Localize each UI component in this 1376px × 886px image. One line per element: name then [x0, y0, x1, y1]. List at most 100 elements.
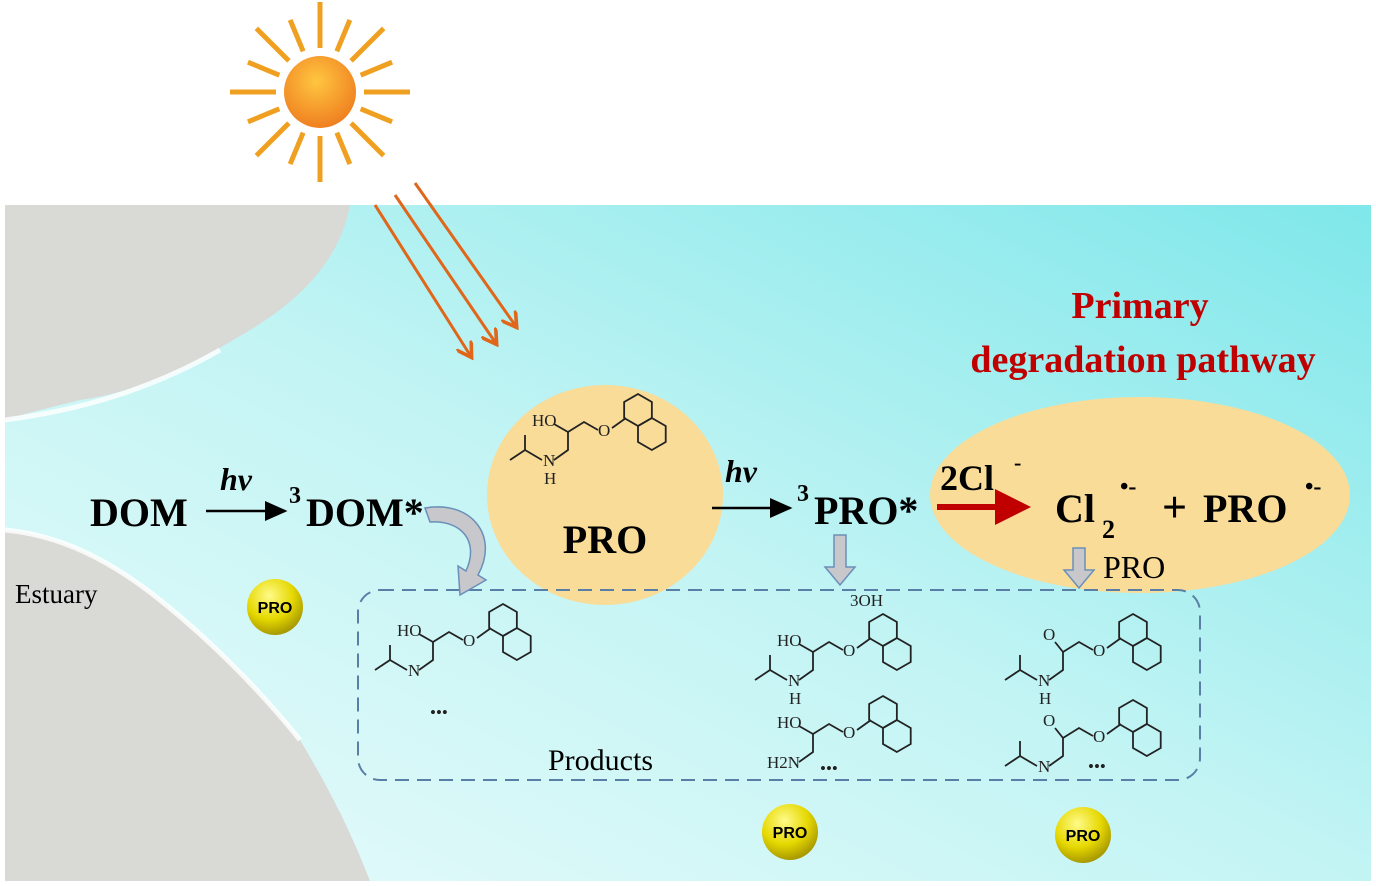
bond — [1019, 669, 1038, 681]
atom-label: ••• — [430, 703, 448, 722]
bond — [1106, 723, 1122, 735]
atom-label: H — [544, 469, 556, 488]
hv-label-2: hv — [725, 453, 758, 489]
sun-ray — [254, 26, 291, 63]
atom-label: N — [543, 451, 555, 470]
atom-label: H — [1039, 689, 1051, 708]
bond — [1054, 641, 1064, 653]
atom-label: N — [1038, 757, 1050, 776]
bond — [637, 416, 667, 452]
land-bottom — [5, 530, 370, 881]
bond — [418, 633, 434, 643]
sun-ray — [287, 18, 306, 53]
bond — [476, 627, 492, 639]
sun-icon — [230, 2, 410, 182]
atom-label: HO — [397, 621, 422, 640]
atom-label: O — [843, 723, 855, 742]
atom-label: O — [463, 631, 475, 650]
bond — [856, 637, 872, 649]
sun-ray — [359, 59, 394, 78]
bond — [882, 636, 912, 672]
chloride-label: 2Cl — [940, 458, 994, 498]
plus-sign: + — [1162, 483, 1187, 532]
estuary-label: Estuary — [15, 579, 98, 609]
atom-label: ••• — [1088, 757, 1106, 776]
bond — [553, 423, 569, 433]
atom-label: O — [598, 421, 610, 440]
sun-ray — [349, 121, 386, 158]
shoreline — [4, 347, 222, 423]
atom-label: ••• — [820, 759, 838, 778]
pro-radical-sup: •- — [1305, 474, 1321, 500]
primary-title-line2: degradation pathway — [970, 339, 1315, 381]
pro-molecule-ball: PRO — [762, 804, 818, 860]
atom-label: O — [1093, 641, 1105, 660]
atom-label: N — [1038, 671, 1050, 690]
pro-excited-label: PRO* — [814, 488, 918, 533]
bond — [798, 725, 814, 735]
light-rays — [373, 182, 515, 355]
down-arrow-pro — [823, 534, 857, 587]
sun-ray — [246, 59, 281, 78]
pathway-ellipse — [930, 397, 1350, 593]
sun-ray — [359, 106, 394, 125]
pro-label: PRO — [563, 517, 647, 562]
hv-label-1: hv — [220, 461, 253, 497]
products-box — [357, 589, 1201, 781]
pro-ellipse — [487, 385, 723, 605]
bond — [1132, 722, 1162, 758]
chloride-charge: - — [1014, 450, 1021, 475]
pro-molecule-ball: PRO — [1055, 807, 1111, 863]
pro-molecule-ball: PRO — [247, 579, 303, 635]
bond — [769, 669, 788, 681]
chemical-structures — [374, 392, 1162, 767]
cl2-sub: 2 — [1102, 515, 1115, 544]
bond — [798, 643, 814, 653]
dom-label: DOM — [90, 490, 188, 535]
bond — [524, 449, 543, 461]
atom-label: HO — [532, 411, 557, 430]
bond — [502, 626, 532, 662]
sun-ray — [334, 131, 353, 166]
land-top — [5, 205, 350, 420]
shoreline — [4, 527, 302, 742]
dom-excited-label: DOM* — [306, 490, 424, 535]
sun-ray — [246, 106, 281, 125]
bond — [1132, 636, 1162, 672]
products-label: Products — [548, 744, 653, 777]
atom-label: O — [1043, 711, 1055, 730]
svg-text:PRO: PRO — [258, 600, 293, 617]
atom-label: HO — [777, 713, 802, 732]
atom-label: N — [408, 661, 420, 680]
bond — [389, 659, 408, 671]
atom-label: O — [1093, 727, 1105, 746]
pro-triplet-sup: 3 — [797, 481, 809, 507]
bond — [882, 718, 912, 754]
atom-label: H — [789, 689, 801, 708]
cl2-label: Cl — [1055, 486, 1095, 531]
atom-label: N — [788, 671, 800, 690]
atom-label: O — [1043, 625, 1055, 644]
curved-arrow-dom — [423, 506, 488, 597]
down-arrow-radical — [1062, 547, 1096, 590]
atom-label: O — [843, 641, 855, 660]
primary-title-line1: Primary — [1071, 285, 1208, 327]
atom-label: HO — [777, 631, 802, 650]
pro-radical-label: PRO — [1203, 486, 1287, 531]
bond — [1054, 727, 1064, 739]
atom-label: H2N — [767, 753, 800, 772]
atom-label: 3OH — [850, 591, 883, 610]
sun-disc — [284, 56, 356, 128]
cl2-radical-sup: •- — [1120, 474, 1136, 500]
sun-ray — [334, 18, 353, 53]
bond — [611, 417, 627, 429]
sun-ray — [287, 131, 306, 166]
pro-reagent-label: PRO — [1103, 549, 1165, 585]
svg-text:PRO: PRO — [773, 825, 808, 842]
bond — [1106, 637, 1122, 649]
bond — [1019, 755, 1038, 767]
sun-ray — [349, 26, 386, 63]
